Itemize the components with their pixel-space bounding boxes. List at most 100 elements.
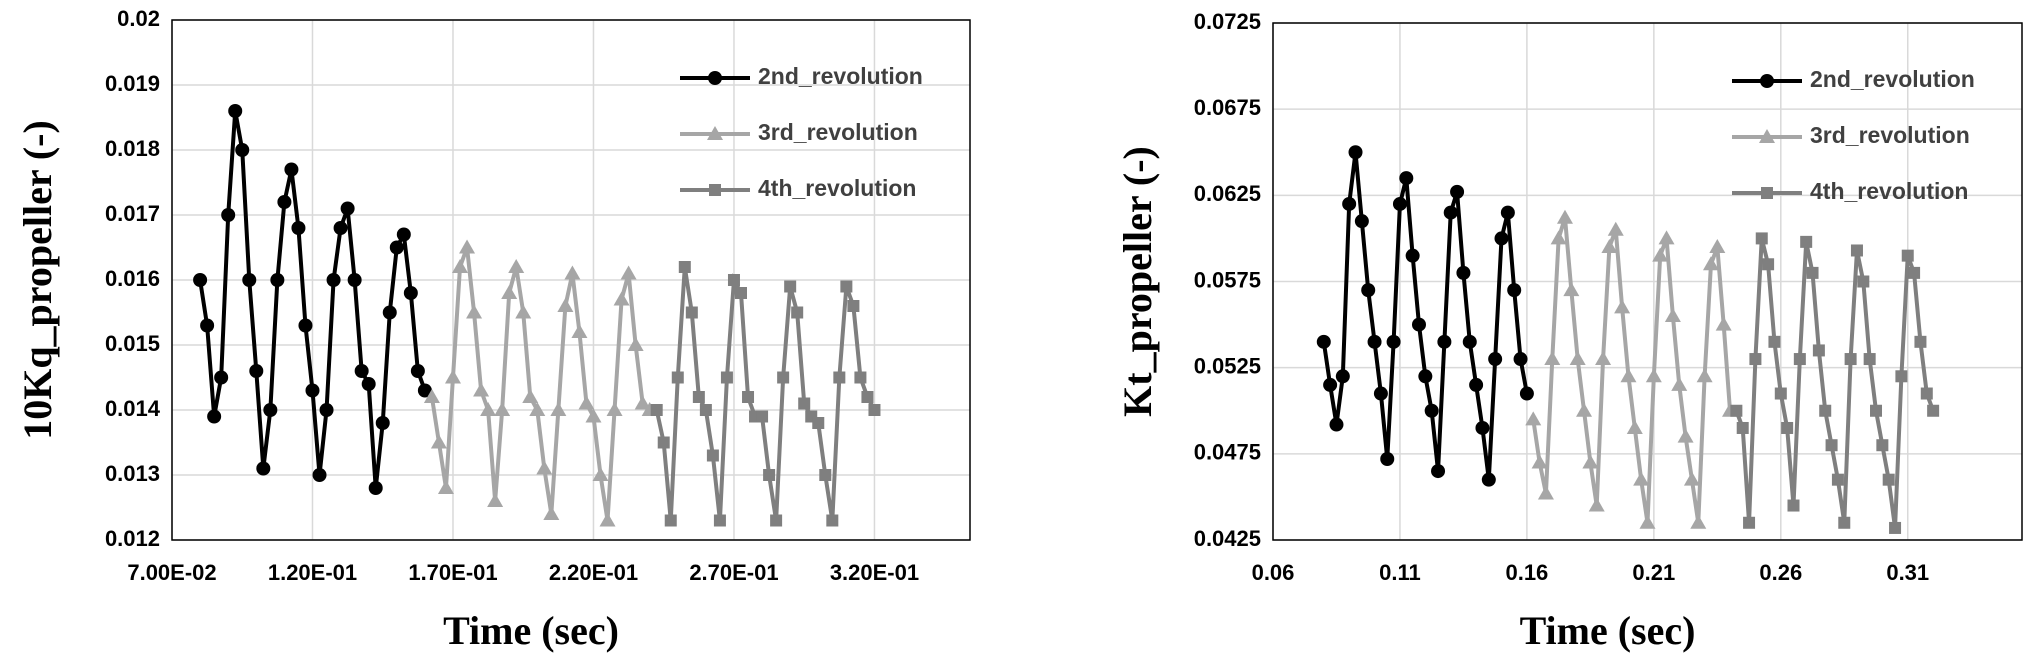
marker [207, 409, 222, 424]
axis-title: Time (sec) [443, 608, 619, 653]
marker [1392, 196, 1407, 211]
marker [1475, 420, 1490, 435]
marker [1469, 377, 1484, 392]
marker [784, 280, 797, 293]
marker [791, 306, 804, 319]
series-line [1734, 237, 1936, 529]
marker [1626, 419, 1643, 434]
legend-label: 4th_revolution [1810, 178, 1968, 204]
marker [480, 402, 497, 416]
marker [1519, 386, 1534, 401]
marker [487, 493, 504, 507]
marker [826, 514, 839, 527]
marker [536, 460, 553, 475]
marker [1850, 244, 1863, 257]
marker [713, 514, 726, 527]
marker [1895, 370, 1908, 383]
y-tick-label: 0.0575 [1194, 267, 1261, 292]
marker [1702, 256, 1719, 271]
marker [1399, 171, 1414, 186]
marker [430, 434, 447, 449]
marker [1857, 275, 1870, 288]
marker [1456, 265, 1471, 280]
x-tick-label: 1.20E-01 [268, 560, 357, 585]
marker [1431, 464, 1446, 479]
marker [1500, 205, 1515, 220]
marker [235, 143, 250, 157]
marker [1652, 247, 1669, 262]
marker [1749, 353, 1762, 366]
marker [1354, 214, 1369, 229]
marker [1607, 221, 1624, 236]
marker [1450, 184, 1465, 199]
marker [319, 403, 334, 417]
marker [699, 404, 712, 416]
marker [508, 259, 525, 273]
marker [1927, 404, 1940, 417]
marker [1348, 145, 1363, 160]
marker [1870, 404, 1883, 417]
marker [1494, 231, 1509, 246]
x-tick-label: 1.70E-01 [408, 560, 497, 585]
marker [228, 104, 243, 118]
marker [634, 395, 651, 410]
marker [242, 273, 257, 287]
marker [543, 506, 560, 520]
marker [709, 184, 721, 196]
axis-title: Time (sec) [1520, 608, 1696, 653]
marker [263, 403, 278, 417]
y-tick-label: 0.0425 [1194, 526, 1261, 551]
x-tick-label: 0.06 [1252, 560, 1295, 585]
marker [1633, 471, 1650, 486]
plot-frame [171, 19, 971, 541]
marker [1405, 248, 1420, 263]
marker [1550, 230, 1567, 245]
y-tick-label: 0.017 [105, 201, 160, 226]
marker [1889, 521, 1902, 534]
y-tick-label: 0.0625 [1194, 181, 1261, 206]
marker [354, 364, 369, 378]
marker [1658, 230, 1675, 245]
marker [1531, 454, 1548, 469]
marker [1563, 282, 1580, 297]
marker [1781, 421, 1794, 434]
marker [382, 305, 397, 320]
marker [798, 397, 811, 410]
x-tick-label: 2.20E-01 [549, 560, 638, 585]
marker [1768, 335, 1781, 348]
marker [417, 383, 432, 398]
marker [1525, 411, 1542, 426]
marker [1806, 266, 1819, 279]
marker [620, 265, 637, 280]
y-tick-label: 0.0725 [1194, 9, 1261, 34]
marker [1736, 421, 1749, 434]
marker [1800, 235, 1813, 248]
marker [298, 318, 313, 333]
marker [578, 395, 595, 410]
marker [1812, 344, 1825, 357]
x-tick-label: 0.21 [1632, 560, 1675, 585]
marker [727, 274, 740, 286]
marker [742, 391, 755, 403]
marker [368, 481, 383, 495]
marker [1569, 351, 1586, 366]
marker [1762, 258, 1775, 271]
y-tick-label: 0.015 [105, 331, 160, 356]
marker [840, 280, 853, 293]
marker [592, 467, 609, 481]
marker [1831, 473, 1844, 486]
marker [522, 389, 539, 403]
marker [1373, 386, 1388, 401]
y-tick-label: 0.019 [105, 71, 160, 96]
marker [1481, 472, 1496, 487]
marker [564, 265, 581, 280]
marker [423, 389, 440, 403]
marker [214, 370, 229, 385]
y-tick-label: 0.02 [117, 6, 160, 31]
marker [734, 287, 747, 299]
marker [1576, 402, 1593, 417]
marker [375, 416, 390, 430]
marker [1908, 266, 1921, 279]
marker [1513, 352, 1528, 367]
